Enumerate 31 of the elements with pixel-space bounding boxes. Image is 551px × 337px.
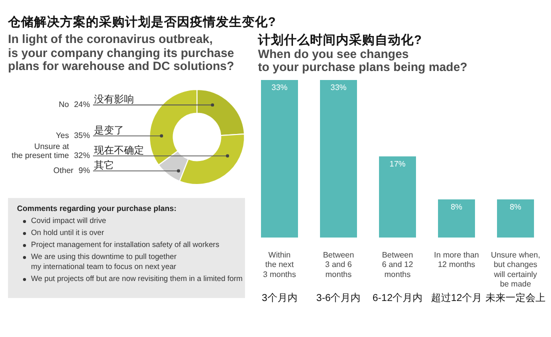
text: 未来一定会上 [486,292,546,304]
slice-label: Yes [56,131,69,140]
text: 没有影响 [94,93,134,106]
text: 超过12个月 [430,292,482,304]
slice-label: No [58,100,70,110]
x-tick-label: Unsure when, but changes will certainly be made [490,250,540,288]
data-label: 17% [389,160,406,169]
text: 现在不确定 [94,144,144,156]
data-label: 8% [510,202,522,212]
chart-subtitle: In light of the coronavirus outbreak, is your company changing its purchase plans for warehouse and DC solutions? [8,32,234,74]
data-label: 35% [74,131,90,140]
data-label: 32% [74,151,90,160]
text: 其它 [94,159,114,172]
chart-title: 计划什么时间内采购自动化? [258,32,422,48]
data-label: 33% [330,83,347,92]
chart-subtitle: When do you see changes to your purchase plans being made? [258,47,468,74]
data-label: 8% [450,202,462,212]
slice-label: Unsure at the present time [12,142,70,160]
text: 是变了 [94,124,124,136]
x-tick-label: Within the next 3 months [263,250,296,279]
x-tick-label: In more than 12 months [434,250,479,270]
x-tick-label: Between 3 and 6 months [322,250,354,279]
data-label: 24% [74,100,90,110]
data-label: 9% [78,166,90,176]
slice-label: Other [53,166,74,176]
data-label: 33% [271,83,288,92]
text: 6-12个月内 [372,292,423,304]
chart-title: 仓储解决方案的采购计划是否因疫情发生变化? [8,14,276,30]
text: 3个月内 [262,292,298,304]
x-tick-label: Between 6 and 12 months [382,250,414,279]
text: 3-6个月内 [316,292,361,304]
